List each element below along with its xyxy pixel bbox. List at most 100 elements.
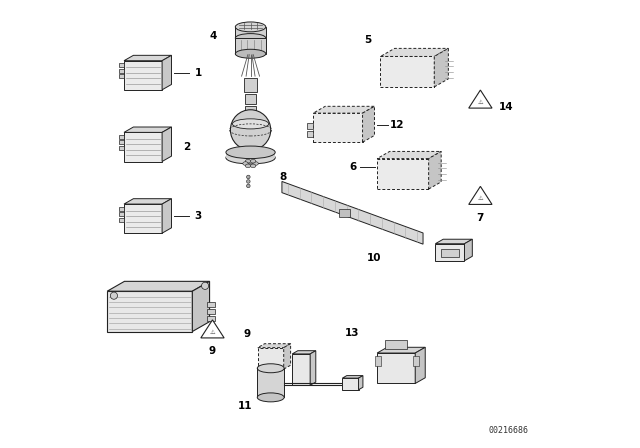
Polygon shape <box>236 38 266 54</box>
Polygon shape <box>124 204 162 233</box>
Bar <box>118 207 124 211</box>
Polygon shape <box>124 127 172 133</box>
Polygon shape <box>363 106 374 142</box>
Polygon shape <box>162 127 172 161</box>
Polygon shape <box>314 106 374 113</box>
Polygon shape <box>192 281 209 332</box>
Polygon shape <box>258 348 284 369</box>
Text: 5: 5 <box>364 35 371 45</box>
Bar <box>245 106 256 114</box>
Bar <box>244 78 257 92</box>
Circle shape <box>246 175 250 179</box>
Polygon shape <box>162 198 172 233</box>
Polygon shape <box>435 244 465 261</box>
Ellipse shape <box>243 162 248 165</box>
Bar <box>244 94 257 104</box>
Ellipse shape <box>250 159 256 163</box>
Bar <box>307 131 314 137</box>
Bar <box>118 212 124 216</box>
Polygon shape <box>310 351 316 385</box>
Polygon shape <box>358 375 363 390</box>
Polygon shape <box>107 281 209 291</box>
Polygon shape <box>201 320 224 338</box>
Circle shape <box>246 180 250 183</box>
Bar <box>385 340 408 349</box>
Polygon shape <box>124 61 162 90</box>
Text: 7: 7 <box>477 213 484 223</box>
Text: 8: 8 <box>280 172 287 182</box>
Bar <box>118 69 124 73</box>
Polygon shape <box>342 378 358 390</box>
Ellipse shape <box>226 151 275 164</box>
Text: 00216686: 00216686 <box>488 426 528 435</box>
Ellipse shape <box>245 159 251 163</box>
Text: ⚠: ⚠ <box>477 196 483 201</box>
Text: 9: 9 <box>243 329 250 339</box>
Bar <box>207 315 216 321</box>
Ellipse shape <box>257 393 284 402</box>
Text: 3: 3 <box>195 211 202 221</box>
Bar <box>339 209 350 217</box>
Polygon shape <box>314 113 363 142</box>
Circle shape <box>246 184 250 188</box>
Ellipse shape <box>226 146 275 159</box>
Polygon shape <box>124 198 172 204</box>
Text: 6: 6 <box>349 162 357 172</box>
Polygon shape <box>380 56 434 87</box>
Bar <box>374 356 381 366</box>
Text: 2: 2 <box>182 142 190 152</box>
Circle shape <box>202 282 209 289</box>
Polygon shape <box>468 90 492 108</box>
Polygon shape <box>415 347 425 383</box>
Polygon shape <box>124 133 162 161</box>
Polygon shape <box>226 152 275 158</box>
Ellipse shape <box>236 49 266 58</box>
Polygon shape <box>124 55 172 61</box>
Bar <box>207 309 216 314</box>
Text: 11: 11 <box>238 401 253 411</box>
Polygon shape <box>468 186 492 204</box>
Bar <box>118 64 124 67</box>
Bar <box>307 123 314 129</box>
Polygon shape <box>292 351 316 354</box>
Polygon shape <box>284 344 291 369</box>
Text: 10: 10 <box>367 253 381 263</box>
Bar <box>413 356 419 366</box>
Text: 1: 1 <box>195 68 202 78</box>
Polygon shape <box>429 151 441 189</box>
Polygon shape <box>377 151 441 159</box>
Polygon shape <box>292 354 310 385</box>
Bar <box>118 74 124 78</box>
Bar <box>207 302 216 307</box>
Ellipse shape <box>257 364 284 373</box>
Polygon shape <box>380 48 449 56</box>
Circle shape <box>110 292 118 299</box>
Polygon shape <box>236 27 266 38</box>
Text: ⚠: ⚠ <box>477 100 483 105</box>
Text: 9: 9 <box>209 346 216 356</box>
Polygon shape <box>435 239 472 244</box>
Ellipse shape <box>232 119 269 129</box>
Bar <box>441 249 459 257</box>
Ellipse shape <box>236 34 266 43</box>
Text: 12: 12 <box>390 121 404 130</box>
Ellipse shape <box>245 164 251 168</box>
Polygon shape <box>257 368 284 397</box>
Polygon shape <box>377 353 415 383</box>
Polygon shape <box>342 375 363 378</box>
Bar <box>118 218 124 222</box>
Text: ⚠: ⚠ <box>210 330 215 335</box>
Bar <box>118 135 124 139</box>
Polygon shape <box>465 239 472 261</box>
Bar <box>118 141 124 144</box>
Polygon shape <box>282 181 423 244</box>
Text: 13: 13 <box>345 328 359 338</box>
Polygon shape <box>107 291 192 332</box>
Text: 4: 4 <box>209 31 217 41</box>
Polygon shape <box>258 344 291 348</box>
Circle shape <box>230 110 271 150</box>
Ellipse shape <box>236 22 266 32</box>
Ellipse shape <box>250 164 256 168</box>
Polygon shape <box>162 55 172 90</box>
Polygon shape <box>434 48 449 87</box>
